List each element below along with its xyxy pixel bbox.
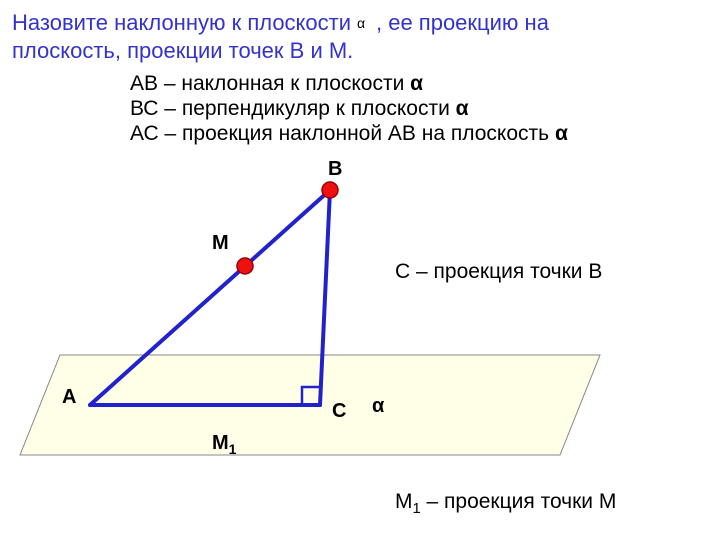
label-alpha: α <box>372 395 384 418</box>
title-line1: Назовите наклонную к плоскости α , ее пр… <box>12 10 549 36</box>
label-b: В <box>328 158 342 181</box>
point-m <box>237 258 253 274</box>
statement-c-projection: С – проекция точки В <box>395 260 602 284</box>
point-b <box>322 182 338 198</box>
label-c: С <box>332 400 346 423</box>
statement-ab: АВ – наклонная к плоскости α <box>130 72 423 96</box>
label-a: А <box>62 386 76 409</box>
title-alpha: α <box>357 15 365 31</box>
statement-m-projection: М1 – проекция точки М <box>395 490 616 517</box>
statement-bc: ВС – перпендикуляр к плоскости α <box>130 97 469 121</box>
label-m1: М1 <box>212 432 236 457</box>
statement-ac: АС – проекция наклонной АВ на плоскость … <box>130 122 568 146</box>
title-line2: плоскость, проекции точек В и М. <box>12 38 353 64</box>
slide-container: { "title": { "line1_part1": "Назовите на… <box>0 0 720 540</box>
label-m: М <box>212 232 229 255</box>
